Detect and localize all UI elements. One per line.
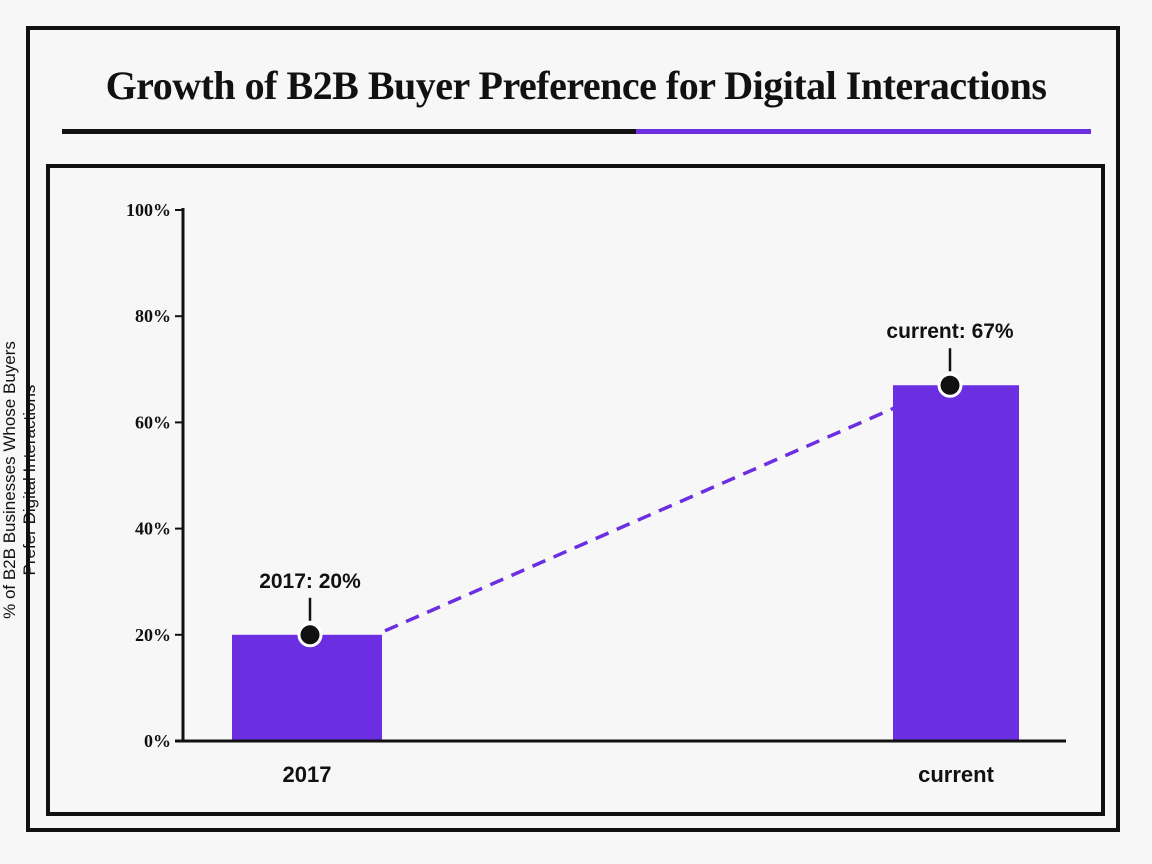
- annotation-label: 2017: 20%: [259, 570, 361, 593]
- annotation-label: current: 67%: [886, 320, 1014, 343]
- outer-frame: [26, 26, 1120, 832]
- x-tick-label: current: [918, 762, 994, 787]
- ticks-layer: 0% 20% 40% 60% 80% 100% 2017 current: [126, 200, 995, 787]
- axes-layer: [175, 208, 1066, 743]
- x-tick-label: 2017: [283, 762, 332, 787]
- bar-2017: [232, 634, 382, 741]
- annotation-marker: [937, 372, 963, 398]
- y-tick-label: 20%: [135, 625, 171, 645]
- title-rule-dark: [62, 129, 636, 134]
- y-tick-label: 80%: [135, 306, 171, 326]
- bar-current: [893, 385, 1019, 741]
- y-tick-label: 40%: [135, 519, 171, 539]
- y-tick-label: 0%: [144, 731, 171, 751]
- y-tick-label: 60%: [135, 412, 171, 432]
- annotation-marker: [297, 622, 323, 648]
- connector-layer: [384, 393, 928, 633]
- chart-frame: [46, 164, 1105, 816]
- title-rule-accent: [636, 129, 1091, 134]
- y-tick-label: 100%: [126, 200, 171, 220]
- chart-title: Growth of B2B Buyer Preference for Digit…: [105, 63, 1047, 108]
- bars-layer: [232, 385, 1019, 741]
- annotations-layer: 2017: 20% current: 67%: [259, 320, 1014, 648]
- trend-arrow: [384, 393, 928, 633]
